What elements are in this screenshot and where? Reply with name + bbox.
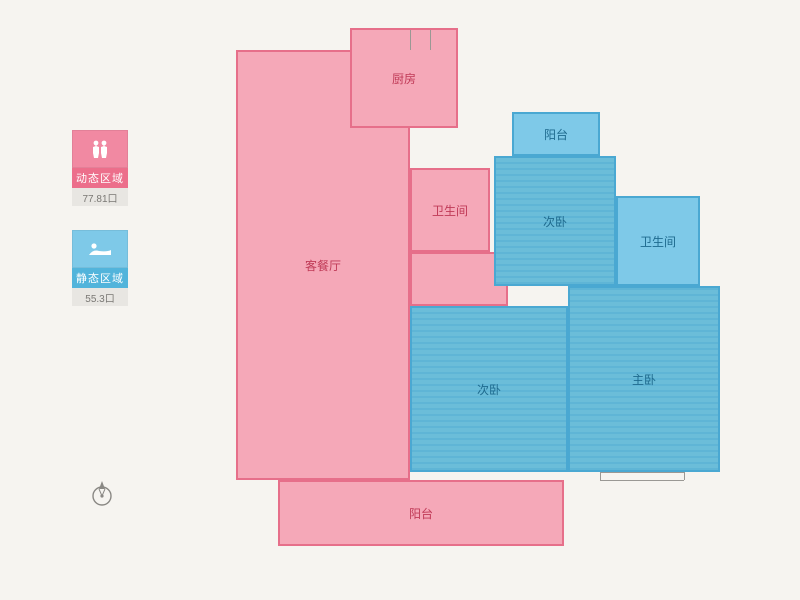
- rest-icon: [72, 230, 128, 268]
- room-bath1: 卫生间: [410, 168, 490, 252]
- room-label: 厨房: [392, 70, 416, 87]
- room-balcony_n: 阳台: [512, 112, 600, 156]
- room-kitchen: 厨房: [350, 28, 458, 128]
- detail-line: [430, 30, 431, 50]
- legend: 动态区域 77.81口 静态区域 55.3口: [72, 130, 128, 330]
- room-label: 卫生间: [640, 233, 676, 250]
- detail-line: [600, 472, 601, 480]
- room-label: 客餐厅: [305, 257, 341, 274]
- detail-line: [410, 30, 411, 50]
- room-label: 阳台: [544, 126, 568, 143]
- legend-item-static: 静态区域 55.3口: [72, 230, 128, 306]
- room-label: 次卧: [543, 213, 567, 230]
- room-label: 主卧: [632, 371, 656, 388]
- legend-label-dynamic: 动态区域: [72, 168, 128, 188]
- detail-line: [600, 472, 684, 473]
- room-balcony_s: 阳台: [278, 480, 564, 546]
- room-label: 卫生间: [432, 202, 468, 219]
- legend-value-dynamic: 77.81口: [72, 188, 128, 206]
- compass-icon: [88, 480, 116, 508]
- detail-line: [684, 472, 685, 480]
- room-label: 次卧: [477, 381, 501, 398]
- room-label: 阳台: [409, 505, 433, 522]
- room-bed2b: 次卧: [410, 306, 568, 472]
- room-bath2: 卫生间: [616, 196, 700, 286]
- floorplan: 客餐厅厨房卫生间阳台阳台次卧卫生间次卧主卧: [200, 28, 740, 576]
- legend-item-dynamic: 动态区域 77.81口: [72, 130, 128, 206]
- detail-line: [600, 480, 684, 481]
- room-bed2a: 次卧: [494, 156, 616, 286]
- legend-label-static: 静态区域: [72, 268, 128, 288]
- people-icon: [72, 130, 128, 168]
- legend-value-static: 55.3口: [72, 288, 128, 306]
- room-master: 主卧: [568, 286, 720, 472]
